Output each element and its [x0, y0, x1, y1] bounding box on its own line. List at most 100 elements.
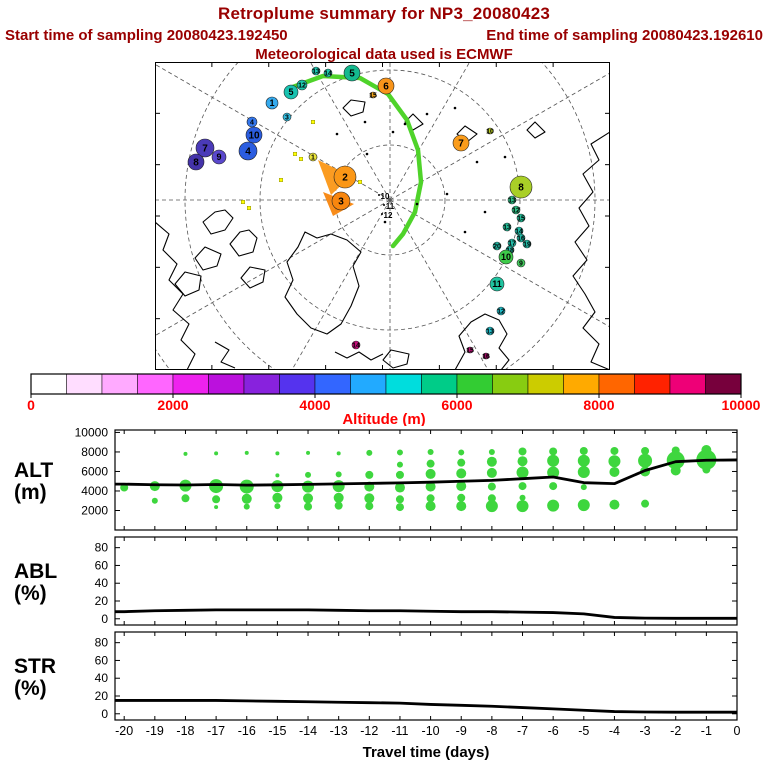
page-title: Retroplume summary for NP3_20080423	[217, 4, 551, 23]
cluster-number: 7	[202, 144, 208, 155]
cluster-number: 6	[383, 82, 389, 93]
map-speck	[403, 122, 407, 126]
abl-frame	[114, 536, 738, 626]
colorbar-tick-label: 6000	[441, 397, 472, 413]
alt-ytick-label: 6000	[81, 464, 108, 478]
cluster-number: 3	[285, 114, 289, 121]
trajectory-line	[287, 73, 424, 249]
cluster-number: 14	[324, 70, 332, 77]
cluster-number: 12	[512, 207, 520, 214]
xtick-label: -10	[422, 724, 440, 738]
map-speck	[363, 120, 367, 124]
cluster-circle	[265, 96, 279, 110]
cluster-circle	[516, 213, 526, 223]
xtick-label: -14	[299, 724, 317, 738]
map-speck	[475, 160, 479, 164]
str-ytick-label: 60	[95, 653, 109, 667]
cluster-number: 15	[517, 215, 525, 222]
cluster-circle	[245, 126, 263, 144]
cluster-number: 13	[503, 224, 511, 231]
map-speck	[415, 202, 419, 206]
cluster-number: 5	[349, 69, 355, 80]
str-ytick-label: 80	[95, 636, 109, 650]
alt-line	[115, 458, 738, 487]
alt-axis-unit: (m)	[14, 481, 47, 504]
cluster-circle	[333, 165, 357, 189]
xtick-label: -20	[115, 724, 133, 738]
xtick-label: -19	[146, 724, 164, 738]
cluster-number: 2	[342, 173, 348, 184]
cluster-circle	[238, 141, 258, 161]
cluster-circle	[516, 233, 526, 243]
str-panel: 0 20 40 60 80 STR(%)	[14, 631, 738, 721]
cluster-number: 17	[508, 240, 516, 247]
str-ytick-label: 20	[95, 689, 109, 703]
map-speck	[335, 132, 339, 136]
start-time-text: Start time of sampling 20080423.192450	[5, 27, 288, 44]
str-axis-unit: (%)	[14, 677, 47, 700]
str-ytick-label: 40	[95, 671, 109, 685]
xtick-label: -2	[670, 724, 681, 738]
cluster-circle	[522, 239, 532, 249]
abl-ytick-label: 60	[95, 558, 109, 572]
abl-ytick-label: 40	[95, 576, 109, 590]
alt-ytick-label: 4000	[81, 484, 108, 498]
cluster-number: 20	[493, 243, 501, 250]
cluster-circle	[507, 195, 517, 205]
end-time-text: End time of sampling 20080423.192610	[486, 27, 763, 44]
xtick-label: -18	[176, 724, 194, 738]
cluster-circle	[369, 91, 377, 99]
hourly-marker	[246, 205, 251, 210]
xtick-label: -3	[640, 724, 651, 738]
cluster-circle	[343, 64, 361, 82]
xtick-label: -5	[578, 724, 589, 738]
hourly-marker	[240, 199, 245, 204]
colorbar-tick-label: 2000	[157, 397, 188, 413]
colorbar-tick-label: 10000	[722, 397, 761, 413]
xtick-label: 0	[734, 724, 741, 738]
abl-panel: 0 20 40 60 80 ABL(%)	[14, 536, 738, 626]
xtick-label: -11	[391, 724, 408, 738]
colorbar-title: Altitude (m)	[342, 411, 425, 426]
cluster-number: 9	[216, 152, 221, 162]
cluster-number: 7	[458, 139, 464, 150]
cluster-circle	[323, 68, 333, 78]
cluster-number: 16	[517, 235, 525, 242]
xtick-label: -8	[486, 724, 497, 738]
map-frame	[155, 62, 610, 370]
xaxis-title: Travel time (days)	[363, 744, 490, 761]
map-speck	[463, 230, 467, 234]
abl-axis-label: ABL	[14, 560, 57, 583]
cluster-number: 19	[523, 241, 531, 248]
alt-panel: 2000 4000 6000 8000 10000 ALT(m)	[14, 425, 738, 531]
cluster-circle	[296, 79, 308, 91]
str-ytick-label: 0	[101, 707, 108, 721]
xtick-label: -1	[701, 724, 712, 738]
cluster-number: 10	[501, 252, 511, 262]
cluster-number: 10	[248, 131, 260, 142]
map-speck	[503, 155, 507, 159]
cluster-number: 16	[482, 353, 490, 360]
cluster-circle	[311, 66, 321, 76]
colorbar-tick-label: 0	[27, 397, 35, 413]
cluster-circle	[466, 346, 474, 354]
abl-ytick-label: 0	[101, 612, 108, 626]
cluster-number: 4	[250, 119, 254, 126]
cluster-circle	[516, 258, 526, 268]
cluster-number: 13	[312, 68, 320, 75]
cluster-number: 5	[288, 87, 293, 97]
map-speck	[383, 220, 387, 224]
cluster-circle	[502, 222, 512, 232]
cluster-number: 1	[269, 98, 274, 108]
xtick-label: -7	[517, 724, 528, 738]
cluster-number-plain: 11	[386, 202, 395, 211]
cluster-number-plain: 10	[381, 192, 390, 201]
coastlines	[156, 99, 609, 369]
colorbar-tick-label: 4000	[299, 397, 330, 413]
cluster-number: 9	[519, 260, 523, 267]
cluster-circle	[377, 77, 395, 95]
xtick-label: -15	[268, 724, 286, 738]
xtick-label: -17	[207, 724, 225, 738]
